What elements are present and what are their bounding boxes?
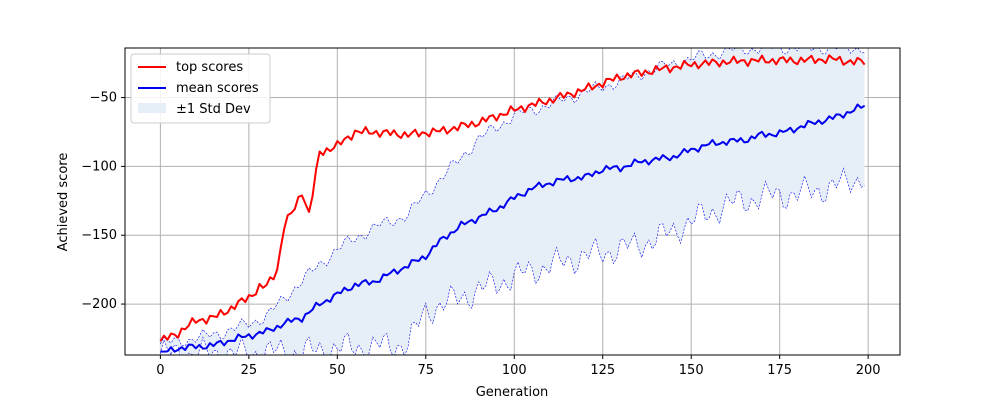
y-tick-label: −200 — [81, 297, 117, 312]
y-tick-label: −100 — [81, 159, 117, 174]
legend-label-top-scores: top scores — [176, 60, 243, 75]
std-dev-band-group — [160, 48, 865, 355]
std-dev-band — [160, 48, 865, 355]
x-tick-label: 75 — [418, 363, 435, 378]
x-tick-label: 150 — [679, 363, 704, 378]
y-tick-label: −50 — [90, 91, 117, 106]
top-scores-line — [159, 54, 866, 342]
plot-frame — [124, 47, 901, 356]
legend-swatch-std-dev — [138, 103, 166, 113]
std-dev-lower-edge — [160, 167, 865, 355]
x-tick-label: 25 — [241, 363, 258, 378]
x-tick-label: 50 — [329, 363, 346, 378]
mean-scores-line — [160, 103, 866, 353]
std-dev-upper-edge — [160, 48, 865, 347]
y-tick-label: −150 — [81, 228, 117, 243]
x-tick-label: 200 — [856, 363, 881, 378]
legend-label-mean-scores: mean scores — [176, 81, 259, 96]
legend: top scores mean scores ±1 Std Dev — [130, 53, 271, 124]
x-tick-label: 0 — [156, 363, 164, 378]
x-tick-label: 125 — [590, 363, 615, 378]
x-axis-title: Generation — [476, 385, 549, 400]
legend-label-std-dev: ±1 Std Dev — [176, 102, 251, 117]
x-tick-label: 175 — [767, 363, 792, 378]
series-group — [159, 54, 866, 353]
y-axis-title: Achieved score — [56, 153, 71, 252]
axis-ticks: 0 25 50 75 100 125 150 175 200 −200 −150 −100 −50 — [81, 91, 880, 378]
x-tick-label: 100 — [502, 363, 527, 378]
